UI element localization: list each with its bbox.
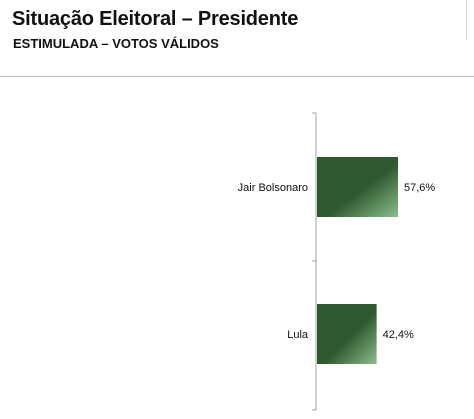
- category-label-0: Jair Bolsonaro: [238, 182, 308, 194]
- category-label-1: Lula: [287, 329, 309, 341]
- bar-1: [317, 304, 377, 364]
- bar-0: [317, 157, 398, 217]
- corner-divider: [466, 0, 474, 40]
- header-divider: [0, 76, 474, 77]
- category-axis: [312, 112, 317, 411]
- chart-subtitle: ESTIMULADA – VOTOS VÁLIDOS: [13, 36, 219, 51]
- chart-title: Situação Eleitoral – Presidente: [12, 8, 299, 30]
- bars: [317, 157, 398, 364]
- labels: Jair Bolsonaro 57,6% Lula 42,4%: [238, 182, 436, 341]
- value-label-0: 57,6%: [404, 182, 435, 194]
- value-label-1: 42,4%: [383, 329, 414, 341]
